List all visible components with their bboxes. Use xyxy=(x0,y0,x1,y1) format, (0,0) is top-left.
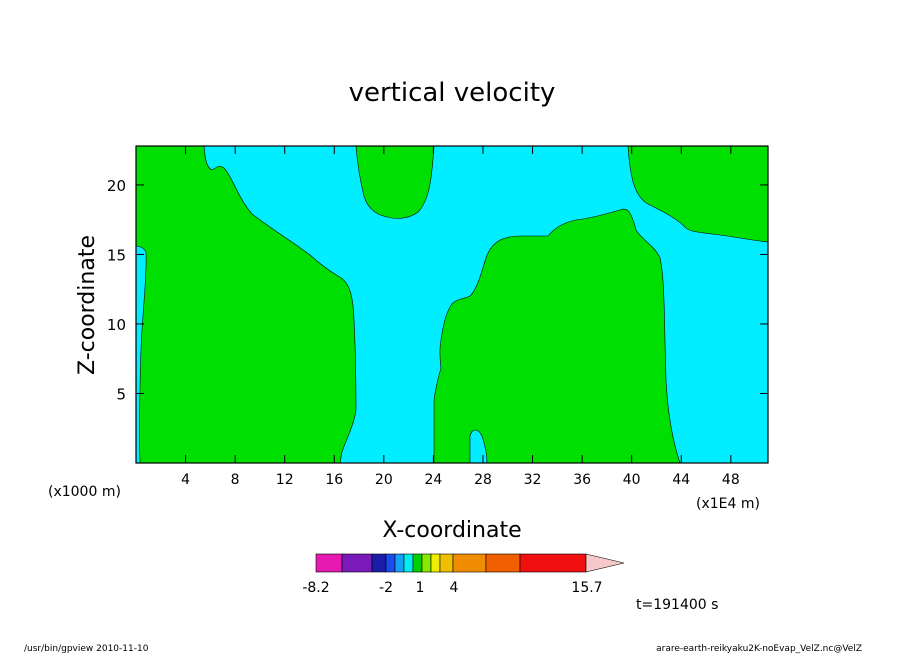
plot-frame xyxy=(135,145,769,464)
x-tick-label: 40 xyxy=(623,472,641,488)
x-tick-label: 44 xyxy=(672,472,690,488)
x-tick-label: 16 xyxy=(325,472,343,488)
colorbar-label: 1 xyxy=(416,580,425,596)
positive-region-left xyxy=(135,145,357,464)
x-tick-label: 8 xyxy=(231,472,240,488)
colorbar-swatch xyxy=(519,553,587,573)
colorbar-swatch xyxy=(412,553,423,573)
x-tick-label: 36 xyxy=(573,472,591,488)
colorbar-swatch xyxy=(452,553,487,573)
y-tick-label: 10 xyxy=(107,316,126,334)
colorbar xyxy=(315,553,625,573)
x-axis-label: X-coordinate xyxy=(382,518,521,543)
colorbar-arrow xyxy=(585,553,625,573)
positive-region-right xyxy=(627,145,769,243)
colorbar-swatch xyxy=(385,553,396,573)
colorbar-labels: -8.2 -2 1 4 15.7 xyxy=(302,580,602,596)
colorbar-label: 15.7 xyxy=(571,580,602,596)
colorbar-swatch xyxy=(315,553,343,573)
colorbar-label: -8.2 xyxy=(302,580,329,596)
x-tick-label: 12 xyxy=(276,472,294,488)
x-tick-label: 24 xyxy=(424,472,442,488)
y-tick-label: 20 xyxy=(107,177,126,195)
x-tick-label: 4 xyxy=(181,472,190,488)
positive-region-center xyxy=(433,208,681,464)
colorbar-swatch xyxy=(394,553,405,573)
chart-title: vertical velocity xyxy=(349,78,556,108)
x-tick-label: 28 xyxy=(474,472,492,488)
colorbar-swatch xyxy=(421,553,432,573)
y-tick-label: 5 xyxy=(116,385,126,403)
x-tick-label: 48 xyxy=(722,472,740,488)
x-unit-label: (x1000 m) xyxy=(48,484,121,500)
colorbar-swatch xyxy=(439,553,454,573)
footer-right: arare-earth-reikyaku2K-noEvap_VelZ.nc@Ve… xyxy=(656,644,862,654)
colorbar-swatch xyxy=(341,553,373,573)
colorbar-swatch xyxy=(430,553,441,573)
x-tick-label: 20 xyxy=(375,472,393,488)
colorbar-label: 4 xyxy=(450,580,459,596)
colorbar-swatch xyxy=(403,553,414,573)
time-label: t=191400 s xyxy=(636,597,718,613)
footer-left: /usr/bin/gpview 2010-11-10 xyxy=(24,644,149,654)
positive-region-top xyxy=(355,145,435,219)
x-multiplier-label: (x1E4 m) xyxy=(696,496,760,512)
x-tick-label: 32 xyxy=(524,472,542,488)
negative-region-inner xyxy=(469,429,488,464)
y-tick-label: 15 xyxy=(107,246,126,264)
colorbar-label: -2 xyxy=(379,580,393,596)
colorbar-swatch xyxy=(485,553,521,573)
colorbar-swatch xyxy=(371,553,387,573)
y-axis-label: Z-coordinate xyxy=(75,235,100,375)
